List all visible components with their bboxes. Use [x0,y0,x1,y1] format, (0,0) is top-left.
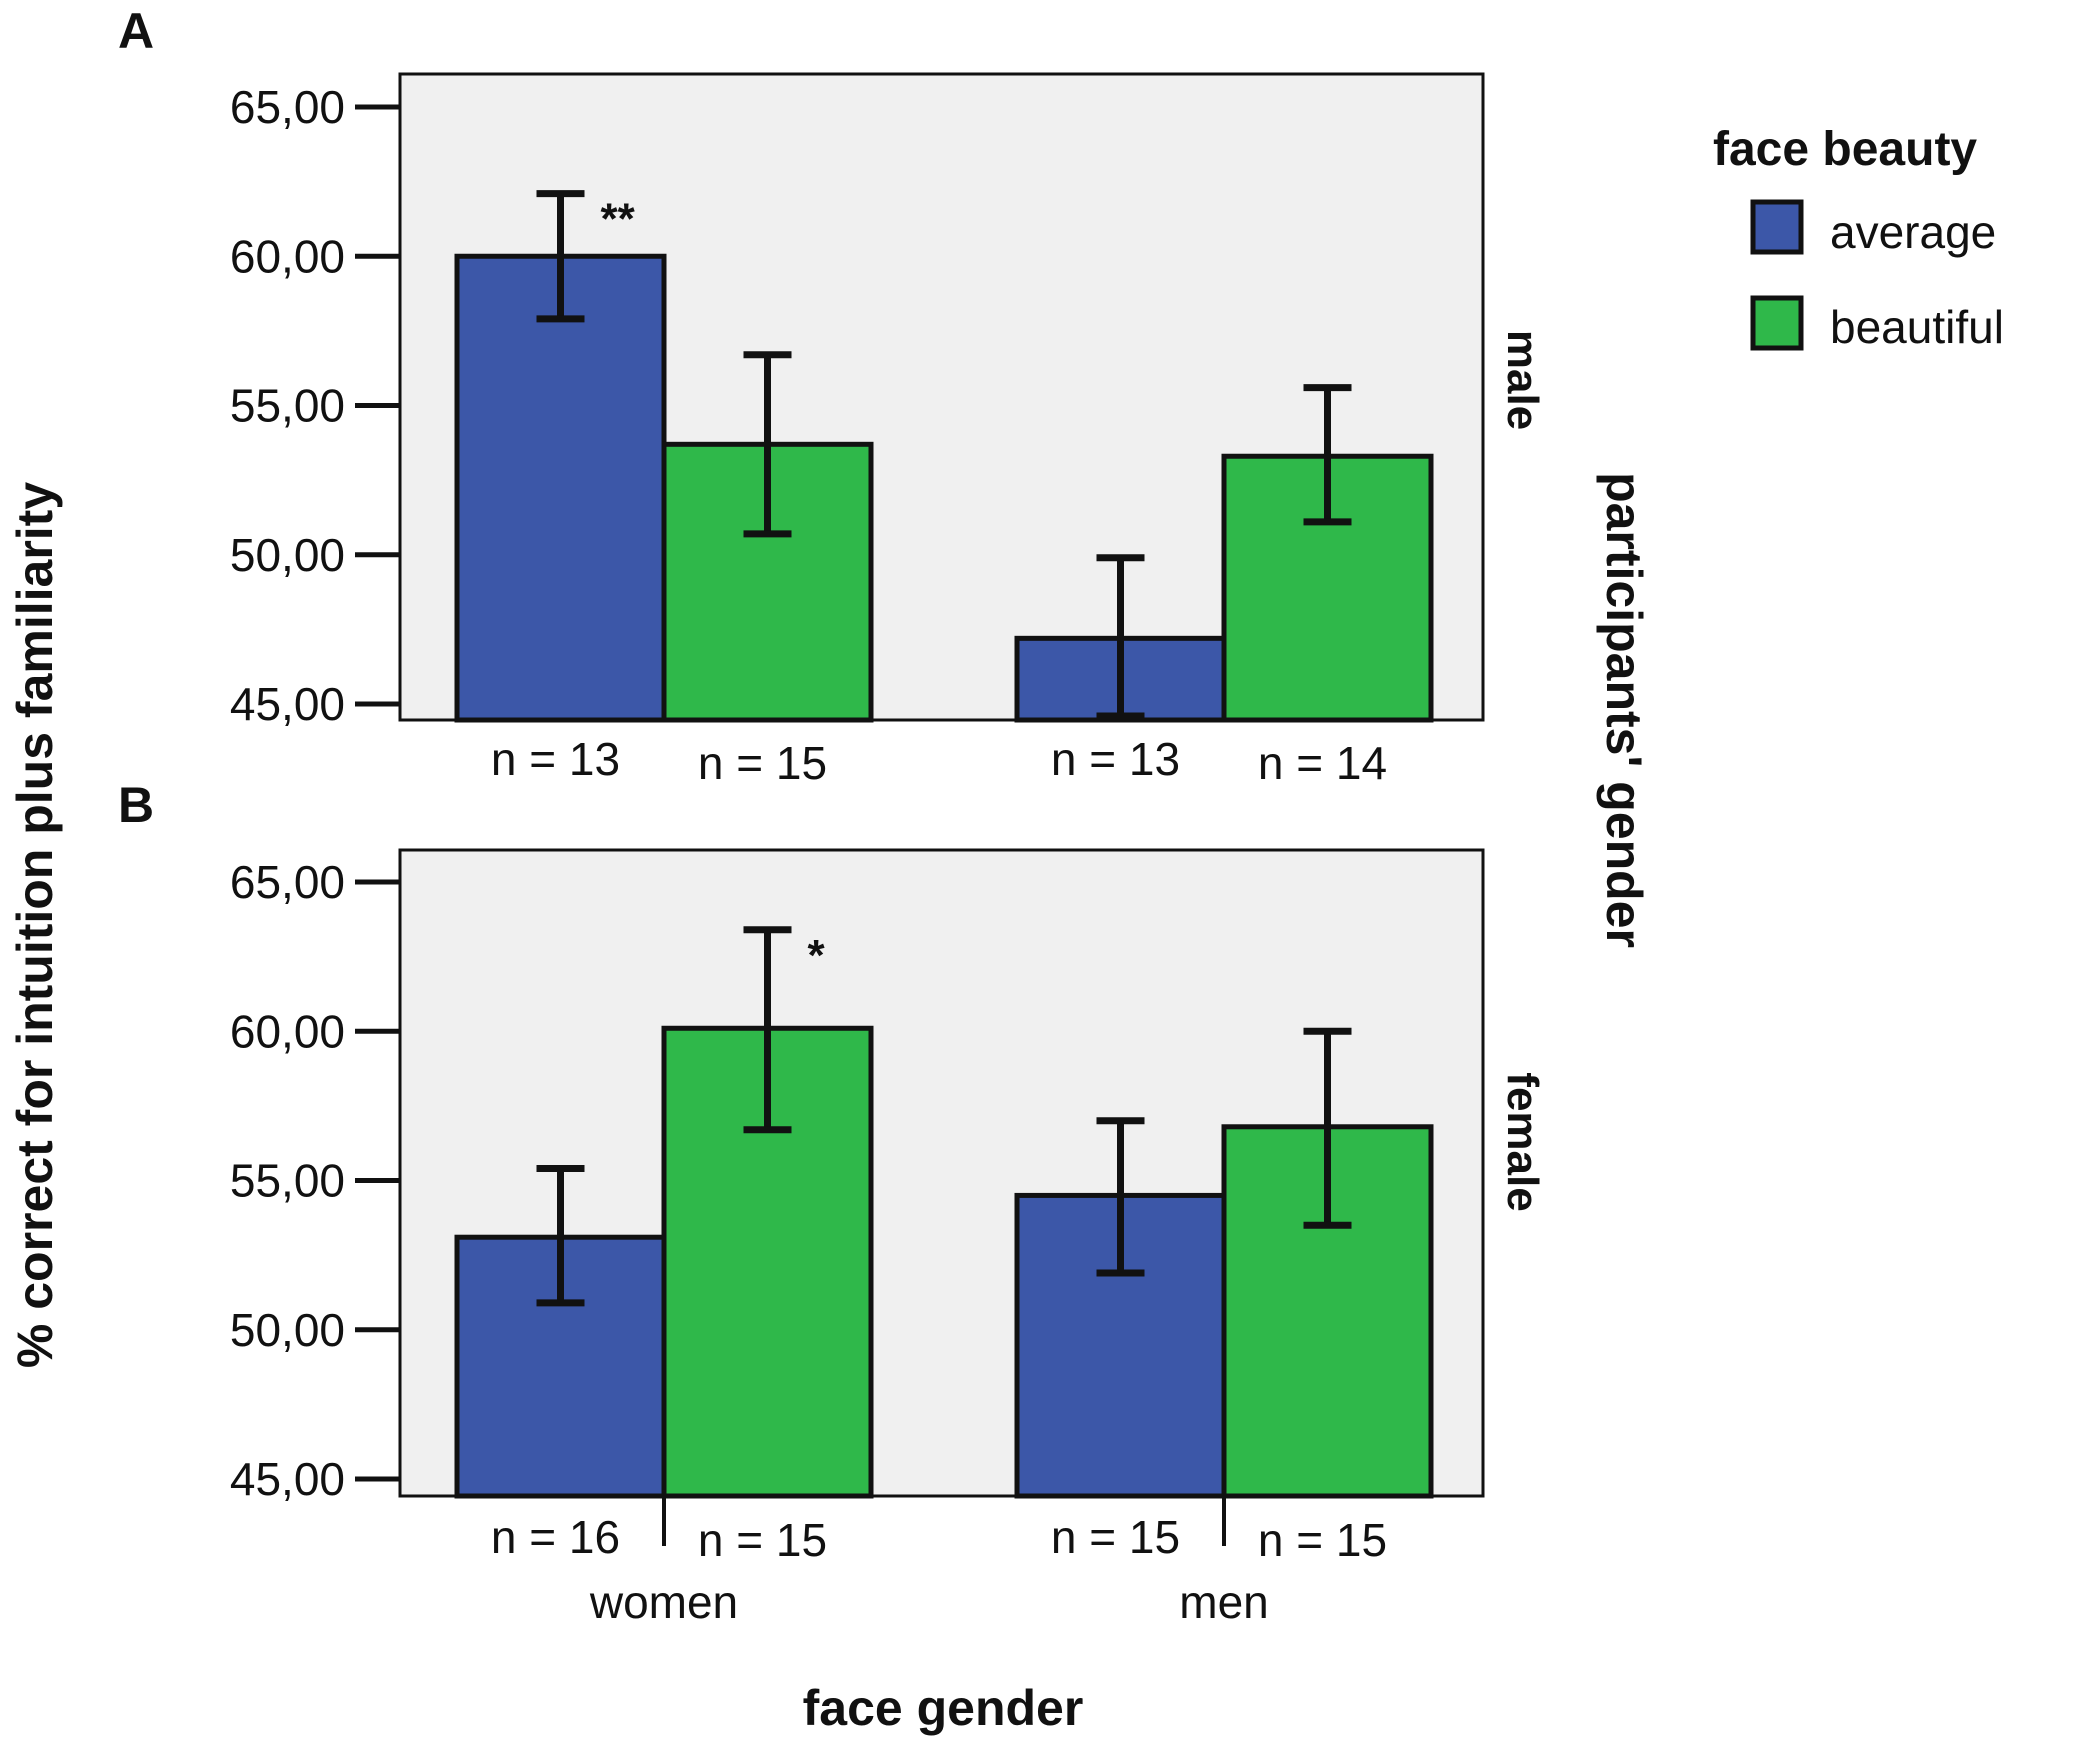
panel-b: B 45,00 50,00 55,00 60,00 65,00 * n = 16 n = 15 n… [118,777,1547,1628]
n-label: n = 16 [491,1511,620,1563]
row-label-female: female [1498,1072,1547,1211]
y-tick-label: 45,00 [230,678,345,730]
n-label: n = 13 [491,733,620,785]
y-tick-label: 65,00 [230,856,345,908]
legend-swatch-beautiful [1750,295,1804,351]
y-tick-label: 50,00 [230,1304,345,1356]
significance-marker: ** [601,195,636,244]
y-tick-label: 45,00 [230,1453,345,1505]
row-label-male: male [1498,330,1547,430]
category-label-men: men [1179,1576,1268,1628]
panels: A 45,00 50,00 55,00 60,00 65,00 ** n = 13 n = 13… [118,3,1547,1628]
legend-label-average: average [1830,206,1996,258]
legend-swatch-average [1750,199,1804,255]
n-label: n = 15 [1051,1511,1180,1563]
panel-a: A 45,00 50,00 55,00 60,00 65,00 ** n = 13 n = 13… [118,3,1547,789]
row-axis-title: participants' gender [1596,472,1652,948]
y-tick-label: 55,00 [230,380,345,432]
y-tick-label: 55,00 [230,1155,345,1207]
category-label-women: women [589,1576,738,1628]
y-tick-label: 65,00 [230,81,345,133]
n-label: n = 13 [1051,733,1180,785]
bar-average-women [454,253,667,723]
y-tick-label: 50,00 [230,529,345,581]
n-label: n = 15 [698,737,827,789]
legend-label-beautiful: beautiful [1830,301,2004,353]
significance-marker: * [808,931,826,980]
x-axis-title: face gender [803,1680,1084,1736]
panel-letter: A [118,3,154,59]
n-label: n = 14 [1258,737,1387,789]
bar-beautiful-men [1221,1124,1434,1499]
y-axis-title: % correct for intuition plus familiarity [7,482,63,1368]
n-label: n = 15 [698,1514,827,1566]
legend-title: face beauty [1713,123,1977,176]
y-tick-label: 60,00 [230,1005,345,1057]
n-label: n = 15 [1258,1514,1387,1566]
panel-letter: B [118,777,154,833]
y-tick-label: 60,00 [230,230,345,282]
legend: face beauty average beautiful [1713,123,2004,353]
